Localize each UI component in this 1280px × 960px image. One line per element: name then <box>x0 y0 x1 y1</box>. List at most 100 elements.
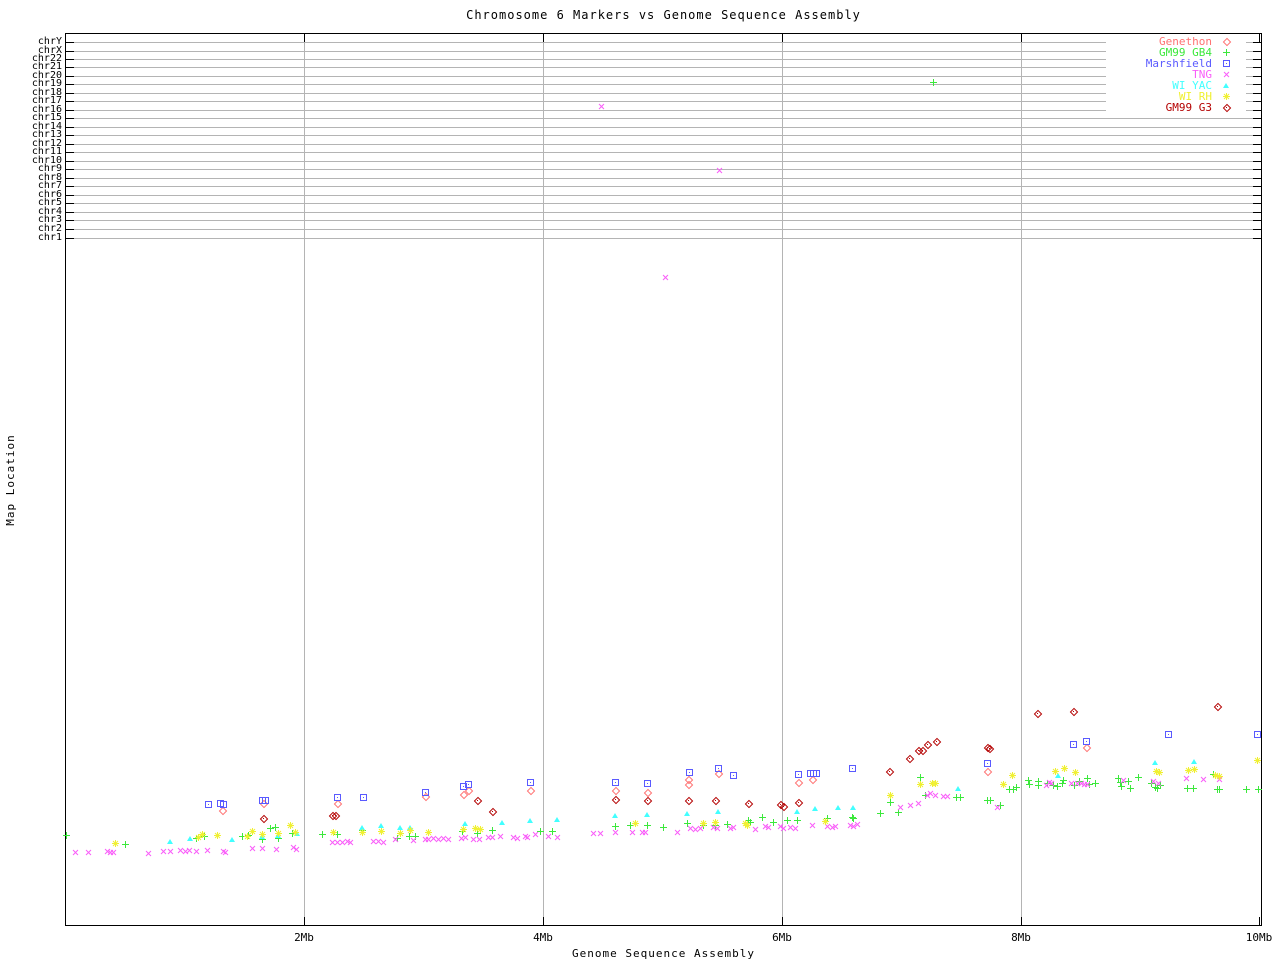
y-tick <box>66 144 74 145</box>
plot-area: Genethon GM99 GB4 Marshfield TNG WI YAC WI RH… <box>63 33 1262 926</box>
y-tick-label: chr20 <box>31 70 62 81</box>
wi-rh-marker <box>477 826 484 833</box>
x-tick <box>1021 34 1022 42</box>
tng-marker <box>259 845 266 852</box>
x-tick <box>543 34 544 42</box>
tng-marker <box>662 274 669 281</box>
y-tick <box>1253 118 1261 119</box>
gm99-g3-marker <box>259 814 269 824</box>
gm99-gb4-marker <box>489 827 496 834</box>
wi-yac-marker <box>794 808 801 815</box>
wi-yac-marker <box>835 804 842 811</box>
tng-marker <box>204 847 211 854</box>
tng-marker <box>222 849 229 856</box>
tng-marker <box>780 825 787 832</box>
gm99-g3-marker <box>779 802 789 812</box>
gm99-gb4-marker <box>849 814 856 821</box>
tng-marker <box>476 836 483 843</box>
legend-symbol-cell <box>1212 58 1246 69</box>
y-tick-label: chr3 <box>37 214 62 225</box>
tng-marker <box>832 823 839 830</box>
gm99-gb4-marker <box>877 810 884 817</box>
tng-marker <box>752 826 759 833</box>
y-tick <box>1253 59 1261 60</box>
marshfield-marker <box>1083 738 1090 745</box>
marshfield-marker <box>334 794 341 801</box>
wi-yac-marker <box>462 820 469 827</box>
gm99-gb4-legend-marker <box>1223 49 1230 56</box>
tng-marker <box>1200 776 1207 783</box>
tng-marker <box>1155 780 1162 787</box>
y-tick <box>1253 135 1261 136</box>
gm99-gb4-marker <box>770 819 777 826</box>
gm99-g3-marker <box>611 795 621 805</box>
legend-label: Genethon <box>1159 35 1212 48</box>
y-tick <box>66 195 74 196</box>
wi-rh-marker <box>1061 765 1068 772</box>
y-tick <box>66 135 74 136</box>
gm99-gb4-marker <box>1135 774 1142 781</box>
legend-label: Marshfield <box>1145 57 1212 70</box>
gm99-gb4-marker <box>259 836 266 843</box>
x-tick-label: 10Mb <box>1245 931 1273 944</box>
wi-yac-marker <box>229 836 236 843</box>
gm99-g3-marker <box>744 799 754 809</box>
gm99-g3-marker <box>1069 707 1079 717</box>
y-tick <box>1253 169 1261 170</box>
y-tick <box>66 51 74 52</box>
tng-marker <box>642 829 649 836</box>
tng-marker <box>514 835 521 842</box>
wi-yac-legend-marker <box>1223 82 1230 89</box>
y-tick <box>1253 229 1261 230</box>
tng-marker <box>714 825 721 832</box>
y-tick <box>1253 212 1261 213</box>
tng-marker <box>1183 775 1190 782</box>
y-tick <box>1253 76 1261 77</box>
y-tick-label: chr4 <box>37 206 62 217</box>
chromosome-gridline <box>66 101 1261 102</box>
gm99-g3-marker <box>488 807 498 817</box>
wi-rh-legend-marker <box>1223 93 1230 100</box>
y-tick <box>1253 101 1261 102</box>
gm99-gb4-marker <box>1010 786 1017 793</box>
x-axis-title: Genome Sequence Assembly <box>572 947 755 960</box>
gm99-gb4-marker <box>275 835 282 842</box>
tng-marker <box>524 834 531 841</box>
tng-marker <box>1048 780 1055 787</box>
marshfield-marker <box>849 765 856 772</box>
wi-rh-marker <box>1009 772 1016 779</box>
gm99-gb4-marker <box>1071 782 1078 789</box>
gm99-gb4-marker <box>394 835 401 842</box>
y-tick-label: chr18 <box>31 87 62 98</box>
chromosome-gridline <box>66 110 1261 111</box>
y-tick <box>1253 67 1261 68</box>
gm99-gb4-marker <box>997 802 1004 809</box>
marshfield-marker <box>795 771 802 778</box>
x-tick-label: 2Mb <box>294 931 314 944</box>
genethon-marker <box>1082 743 1092 753</box>
legend-label: GM99 G3 <box>1165 101 1212 114</box>
wi-rh-marker <box>472 825 479 832</box>
legend-label: WI YAC <box>1172 79 1212 92</box>
legend-symbol-cell <box>1212 91 1246 102</box>
tng-marker <box>730 824 737 831</box>
wi-yac-marker <box>644 811 651 818</box>
wi-yac-marker <box>554 816 561 823</box>
y-tick <box>66 238 74 239</box>
chromosome-gridline <box>66 84 1261 85</box>
wi-rh-marker <box>1212 772 1219 779</box>
y-tick <box>1253 51 1261 52</box>
chromosome-gridline <box>66 51 1261 52</box>
gm99-g3-marker <box>983 743 993 753</box>
wi-yac-marker <box>1191 758 1198 765</box>
y-tick <box>1253 93 1261 94</box>
tng-marker <box>186 847 193 854</box>
legend-item-tng: TNG <box>1106 69 1246 80</box>
tng-marker <box>629 829 636 836</box>
gm99-gb4-marker <box>917 774 924 781</box>
marshfield-marker <box>205 801 212 808</box>
y-tick <box>1253 144 1261 145</box>
tng-marker <box>249 845 256 852</box>
wi-rh-marker <box>632 820 639 827</box>
gm99-gb4-marker <box>537 828 544 835</box>
